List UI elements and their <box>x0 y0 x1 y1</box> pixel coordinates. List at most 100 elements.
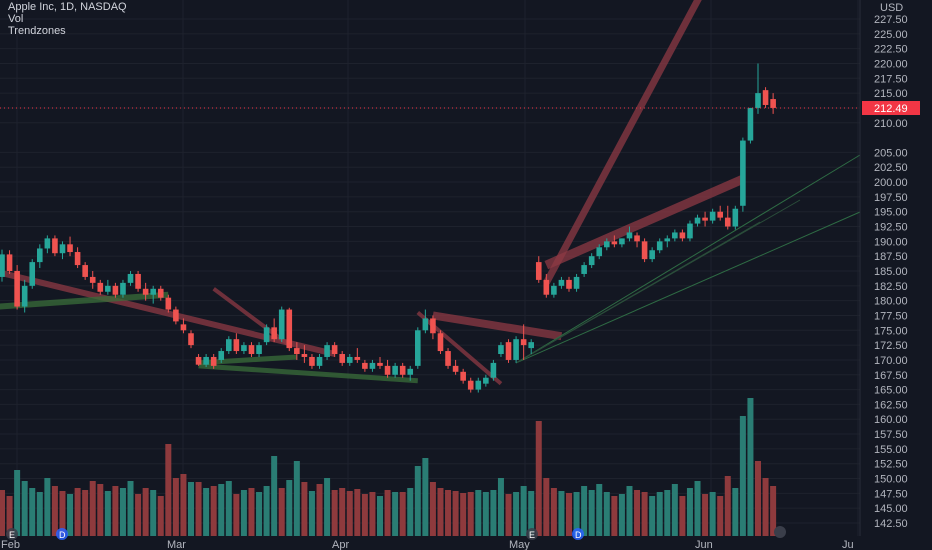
volume-bar <box>286 480 293 536</box>
symbol-title[interactable]: Apple Inc, 1D, NASDAQ <box>8 1 127 13</box>
price-tick-label: 160.00 <box>874 414 908 426</box>
time-tick-label: Mar <box>167 539 186 550</box>
trendzones-indicator-label[interactable]: Trendzones <box>8 25 66 37</box>
candle-body <box>21 285 28 307</box>
volume-bar <box>414 466 421 536</box>
volume-bar <box>165 444 172 536</box>
price-tick-label: 175.00 <box>874 325 908 337</box>
candle-body <box>672 232 678 239</box>
candle-body <box>717 211 723 218</box>
price-tick-label: 142.50 <box>874 518 908 530</box>
marker-letter: E <box>529 530 535 540</box>
candle-body <box>157 288 164 298</box>
candle-body <box>339 354 345 363</box>
price-tick-label: 152.50 <box>874 459 908 471</box>
marker-circle <box>6 528 18 540</box>
candle-body <box>732 208 739 227</box>
candle-body <box>52 238 58 254</box>
volume-bar <box>429 482 436 536</box>
candle-body <box>641 241 648 260</box>
volume-bar <box>225 481 232 536</box>
volume-bar <box>392 492 399 536</box>
candle-body <box>528 342 534 349</box>
volume-bar <box>354 489 361 536</box>
candle-body <box>770 99 776 108</box>
price-tick-label: 150.00 <box>874 474 908 486</box>
volume-bar <box>686 488 693 536</box>
volume-indicator-label[interactable]: Vol <box>8 13 24 25</box>
last-price-tag: 212.49 <box>862 101 920 115</box>
candle-body <box>611 241 618 245</box>
volume-bar <box>248 488 255 536</box>
volume-bar <box>119 488 126 536</box>
candle-body <box>346 356 353 363</box>
currency-label: USD <box>880 2 903 14</box>
volume-bar <box>256 492 263 536</box>
volume-bar <box>127 481 134 536</box>
volume-bar <box>550 488 557 536</box>
candle-body <box>89 276 96 283</box>
candlestick-series <box>0 63 776 393</box>
price-axis[interactable]: 142.50 145.00 147.50 150.00 152.50 155.00 157.… <box>859 0 932 536</box>
price-tick-label: 202.50 <box>874 162 908 174</box>
candle-body <box>294 348 300 355</box>
candle-body <box>120 282 126 295</box>
candle-body <box>430 318 436 334</box>
volume-bar <box>339 488 346 536</box>
candle-body <box>278 309 285 340</box>
time-tick-label: May <box>509 539 530 550</box>
candle-body <box>460 371 466 381</box>
price-tick-label: 185.00 <box>874 266 908 278</box>
volume-bar <box>89 481 96 536</box>
volume-bar <box>679 496 686 536</box>
candle-body <box>755 93 761 108</box>
trendzone-support <box>0 291 169 310</box>
price-tick-label: 197.50 <box>874 192 908 204</box>
volume-bar <box>240 490 247 536</box>
volume-bar <box>581 486 588 536</box>
dividend-marker: D <box>56 528 68 540</box>
volume-bar <box>755 461 761 536</box>
price-tick-label: 215.00 <box>874 88 908 100</box>
candle-body <box>505 342 512 360</box>
price-tick-label: 172.50 <box>874 340 908 352</box>
candle-body <box>581 265 587 274</box>
trendzone-resistance <box>432 311 563 341</box>
dividend-marker: D <box>572 528 584 540</box>
volume-bar <box>664 490 671 536</box>
candle-body <box>173 309 179 322</box>
candle-body <box>105 285 111 292</box>
candle-body <box>679 232 686 239</box>
volume-bar <box>210 486 217 536</box>
candle-body <box>97 282 104 292</box>
price-tick-label: 145.00 <box>874 503 908 515</box>
volume-bar <box>588 490 595 536</box>
candle-body <box>14 271 20 307</box>
candle-body <box>142 288 149 295</box>
time-axis[interactable]: Feb Mar Apr May Jun Ju <box>0 536 932 550</box>
candle-body <box>483 377 489 384</box>
candle-body <box>649 250 655 260</box>
trendzone-resistance <box>543 0 702 285</box>
volume-bar <box>157 496 164 536</box>
price-tick-label: 195.00 <box>874 207 908 219</box>
trendzone-support <box>198 363 418 384</box>
volume-bar <box>203 488 210 536</box>
candle-body <box>188 333 194 346</box>
volume-bar <box>44 478 51 536</box>
volume-bar <box>188 482 194 536</box>
volume-bar <box>331 490 338 536</box>
volume-bar <box>135 494 142 536</box>
volume-bar <box>422 458 429 536</box>
volume-bar <box>528 491 535 536</box>
volume-bar <box>407 488 414 536</box>
volume-bar <box>566 493 572 536</box>
volume-bar <box>634 490 641 536</box>
volume-bar <box>475 490 482 536</box>
candle-body <box>392 365 398 375</box>
volume-bars <box>0 398 777 536</box>
volume-bar <box>361 494 368 536</box>
candle-body <box>0 254 5 277</box>
